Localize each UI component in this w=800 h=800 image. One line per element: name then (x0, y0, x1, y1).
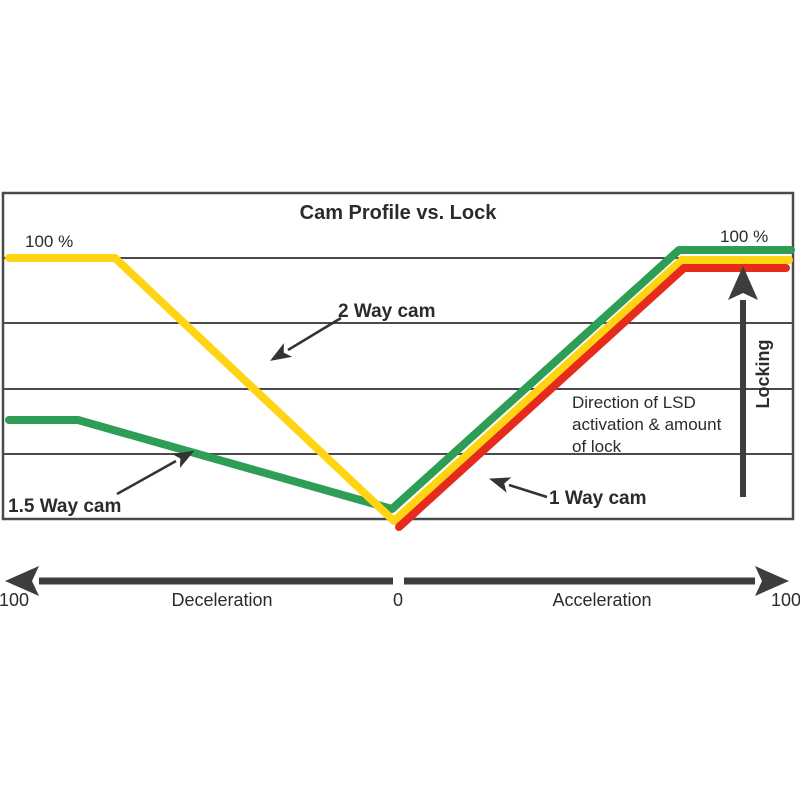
label-1-way-cam: 1 Way cam (549, 488, 647, 509)
arrow-1-way-cam (488, 477, 548, 499)
plot-border (1, 191, 795, 521)
x-axis: 100 Deceleration 0 Acceleration 100 (0, 566, 800, 610)
direction-note-line1: Direction of LSD (572, 393, 696, 412)
arrow-2-way-cam (270, 316, 342, 361)
series-line-1-5-way-cam (5, 246, 795, 513)
chart-title: Cam Profile vs. Lock (300, 202, 498, 224)
direction-note-line3: of lock (572, 437, 622, 456)
direction-note-line2: activation & amount (572, 415, 722, 434)
locking-label: Locking (753, 339, 773, 408)
label-2-way-cam: 2 Way cam (338, 301, 436, 322)
y-max-label-right: 100 % (720, 227, 768, 246)
arrow-1-5-way-cam (116, 450, 195, 496)
series-line-2-way-cam (5, 254, 793, 525)
x-axis-decel-label: Deceleration (171, 590, 272, 610)
x-axis-accel-label: Acceleration (552, 590, 651, 610)
gridlines (3, 257, 793, 455)
x-tick-left-100: 100 (0, 590, 29, 610)
label-1-5-way-cam: 1.5 Way cam (8, 496, 121, 517)
x-tick-right-100: 100 (771, 590, 800, 610)
y-max-label-left: 100 % (25, 232, 73, 251)
x-tick-zero: 0 (393, 590, 403, 610)
direction-note: Direction of LSD activation & amount of … (572, 393, 722, 456)
